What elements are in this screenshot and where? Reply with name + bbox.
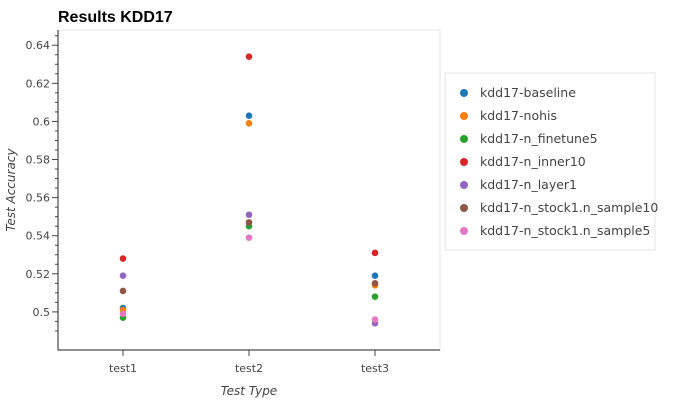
data-point xyxy=(245,234,253,241)
data-point xyxy=(371,293,379,300)
legend-swatch xyxy=(460,204,468,212)
data-point xyxy=(371,249,379,257)
legend-swatch xyxy=(460,112,468,120)
legend-label: kdd17-n_layer1 xyxy=(480,177,577,192)
x-tick-label: test1 xyxy=(109,362,137,375)
legend-swatch xyxy=(460,181,468,189)
y-tick-label: 0.58 xyxy=(26,154,51,167)
data-point xyxy=(119,272,127,280)
data-point xyxy=(119,255,127,262)
data-point xyxy=(119,287,127,295)
data-point xyxy=(119,310,127,318)
plot-area xyxy=(57,29,441,351)
y-tick-label: 0.62 xyxy=(26,77,51,90)
data-point xyxy=(245,112,253,120)
legend-label: kdd17-n_inner10 xyxy=(480,154,586,169)
y-tick-label: 0.5 xyxy=(33,306,51,319)
y-axis: 0.5 0.52 0.54 0.56 0.58 0.6 0.62 0.64 xyxy=(26,30,59,350)
legend: kdd17-baseline kdd17-nohis kdd17-n_finetun… xyxy=(444,72,658,251)
y-tick-label: 0.6 xyxy=(33,115,51,128)
legend-label: kdd17-baseline xyxy=(480,85,576,100)
x-tick-label: test2 xyxy=(235,362,263,375)
x-axis-label: Test Type xyxy=(221,384,277,398)
legend-swatch xyxy=(460,89,468,97)
data-point xyxy=(245,211,253,219)
data-point xyxy=(245,219,253,226)
y-tick-label: 0.64 xyxy=(26,39,51,52)
y-axis-label: Test Accuracy xyxy=(4,148,18,232)
data-point xyxy=(371,316,379,323)
chart-title: Results KDD17 xyxy=(58,9,173,26)
legend-box xyxy=(444,72,656,251)
legend-label: kdd17-n_finetune5 xyxy=(480,131,598,146)
legend-swatch xyxy=(460,227,468,235)
legend-swatch xyxy=(460,135,468,143)
legend-label: kdd17-n_stock1.n_sample5 xyxy=(480,223,650,238)
y-tick-label: 0.54 xyxy=(26,230,51,243)
data-point xyxy=(245,53,253,60)
legend-label: kdd17-nohis xyxy=(480,108,557,123)
y-tick-label: 0.56 xyxy=(26,192,51,205)
data-points xyxy=(119,53,379,327)
x-axis: test1 test2 test3 xyxy=(58,349,440,375)
data-point xyxy=(245,120,253,127)
data-point xyxy=(371,280,379,287)
x-tick-label: test3 xyxy=(361,362,389,375)
data-point xyxy=(371,272,379,280)
legend-swatch xyxy=(460,158,468,166)
legend-label: kdd17-n_stock1.n_sample10 xyxy=(480,200,658,215)
y-tick-label: 0.52 xyxy=(26,268,51,281)
